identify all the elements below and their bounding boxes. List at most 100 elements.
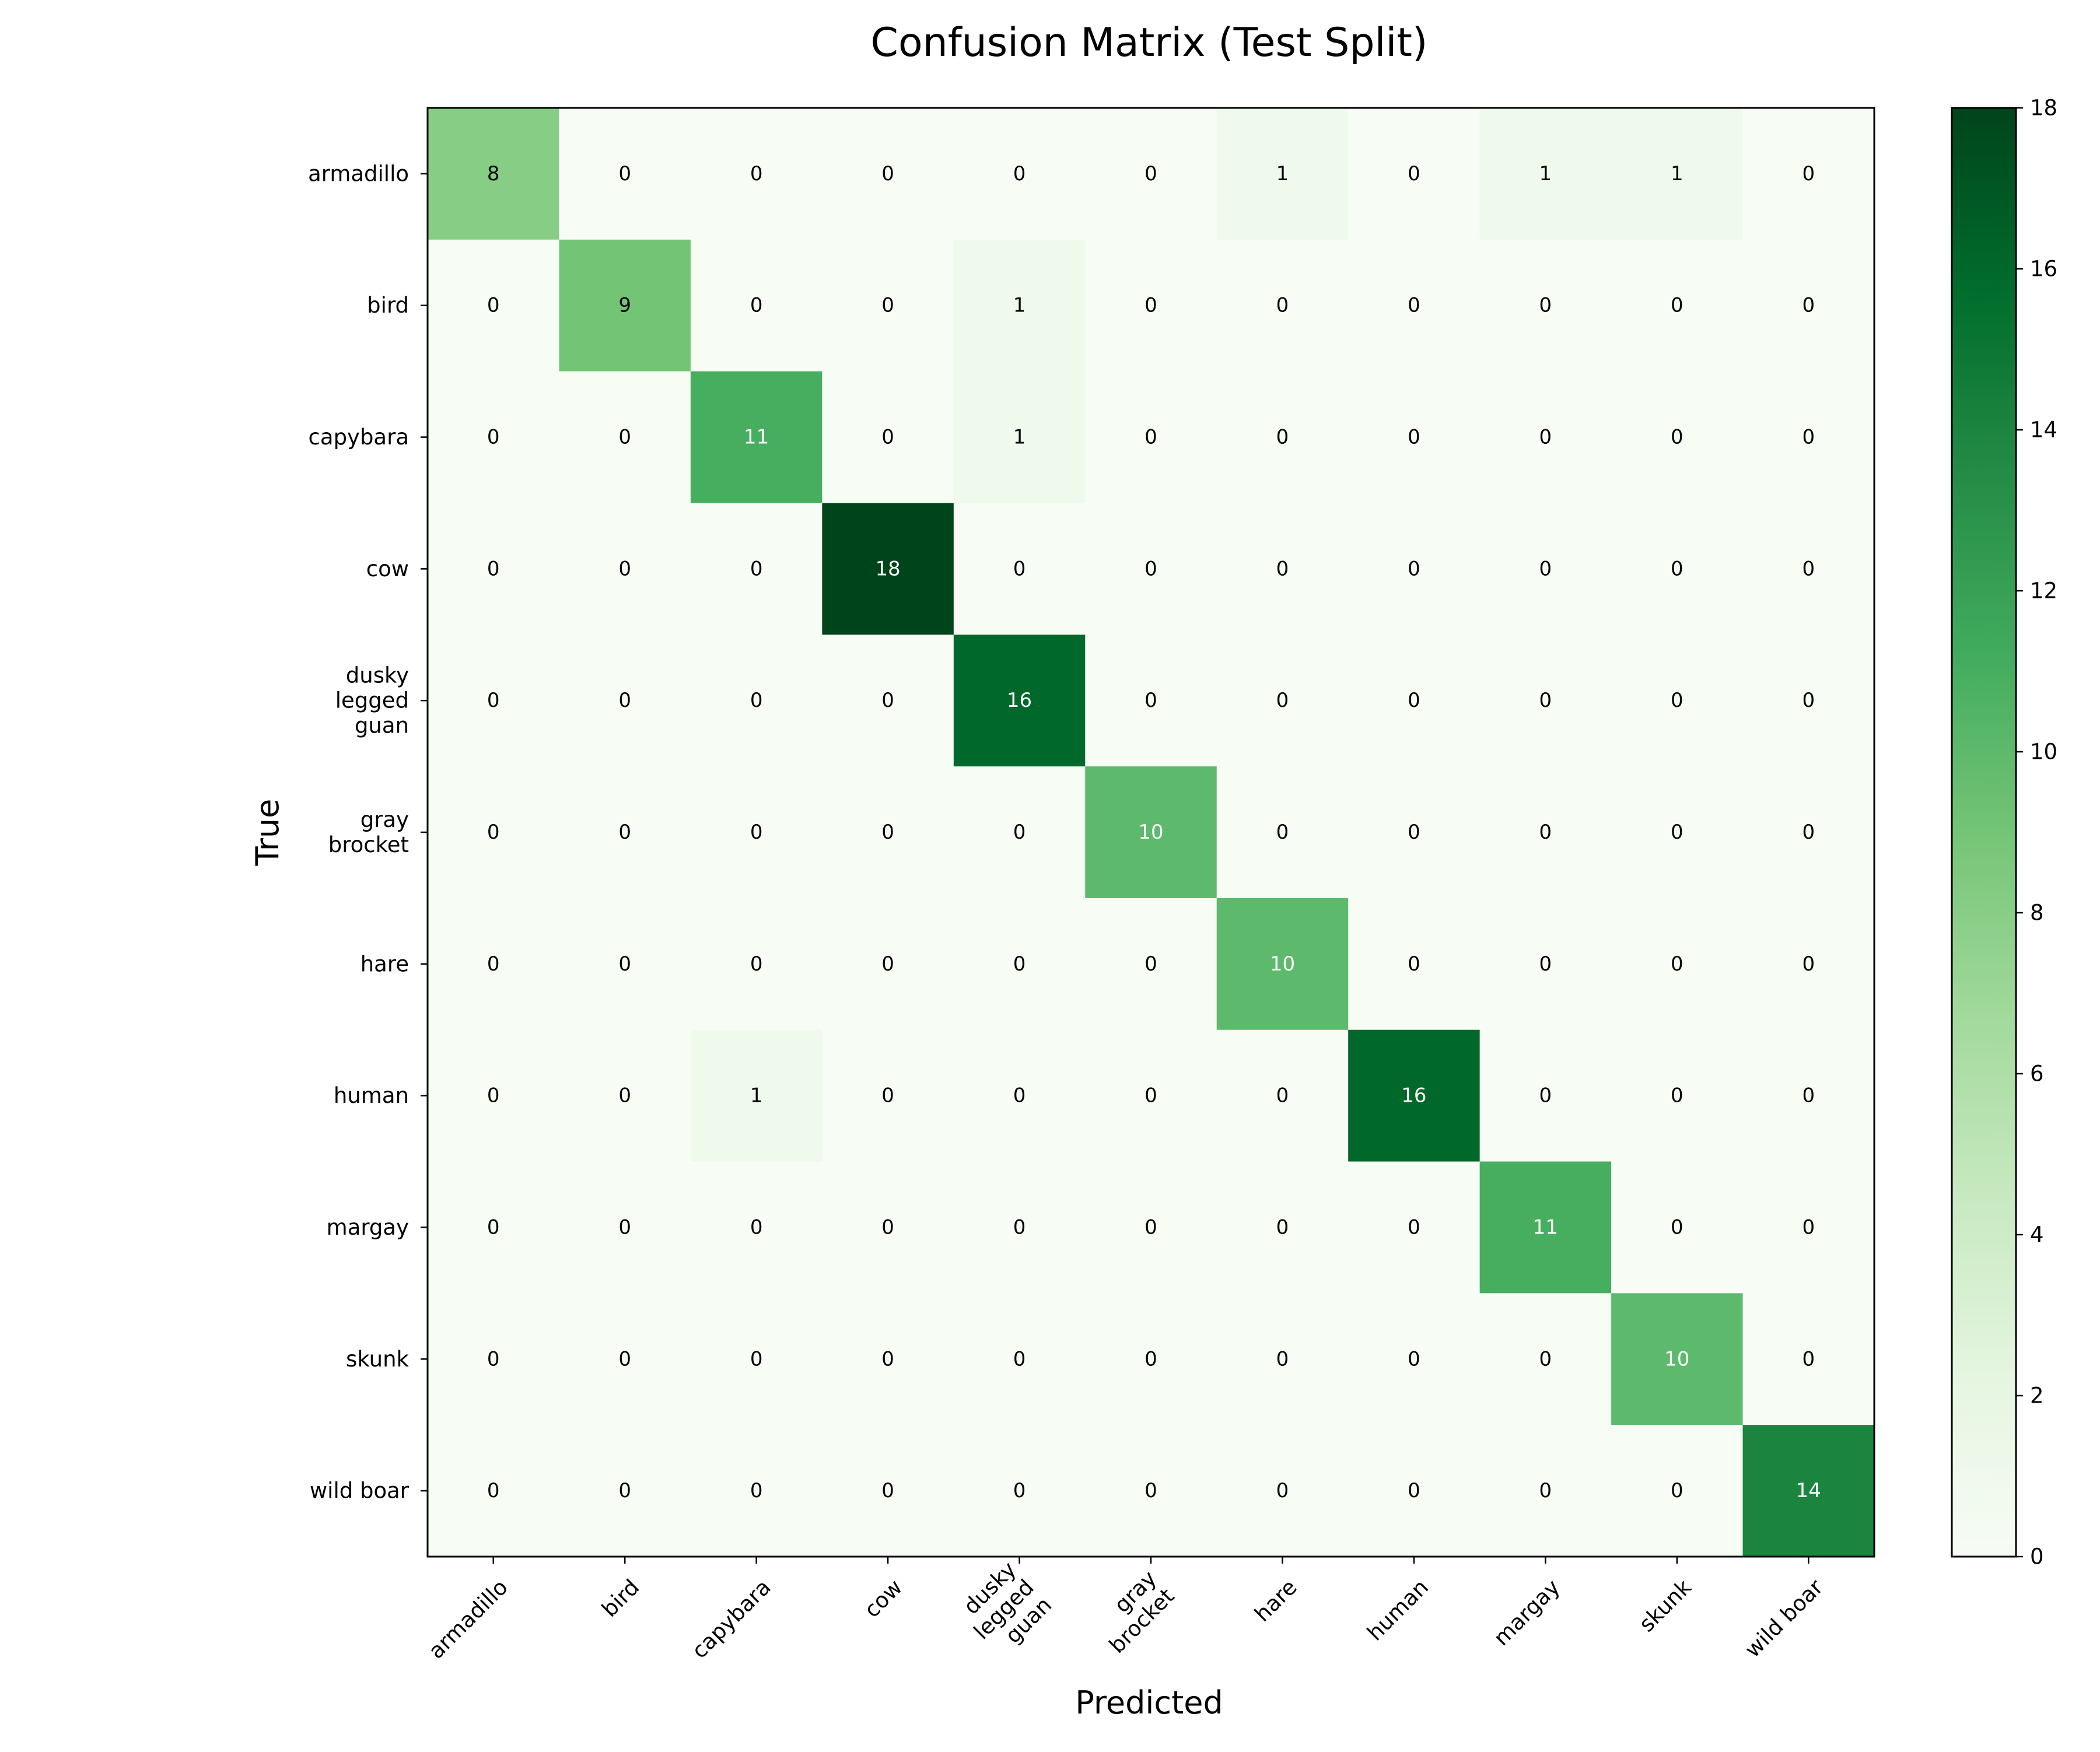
heatmap-cell-value: 0 bbox=[1802, 426, 1815, 449]
heatmap-cell bbox=[1348, 239, 1480, 372]
heatmap-cell bbox=[953, 1425, 1086, 1557]
y-tick-label: armadillo bbox=[308, 161, 409, 186]
heatmap-cell-value: 0 bbox=[1144, 1479, 1157, 1502]
heatmap-cell bbox=[1742, 239, 1875, 372]
colorbar-tick-label: 12 bbox=[2030, 579, 2057, 604]
colorbar-tick-label: 6 bbox=[2030, 1061, 2044, 1087]
heatmap-cell bbox=[1085, 635, 1217, 767]
heatmap-cell-value: 0 bbox=[1408, 426, 1420, 449]
heatmap-cell bbox=[822, 371, 954, 504]
heatmap-cell bbox=[1216, 371, 1349, 504]
heatmap-cell-value: 0 bbox=[1144, 952, 1157, 976]
heatmap-cell bbox=[690, 1161, 822, 1294]
heatmap-cell-value: 0 bbox=[1408, 162, 1420, 185]
heatmap-cell-value: 0 bbox=[1276, 1479, 1289, 1502]
heatmap-cell-value: 0 bbox=[1144, 1215, 1157, 1239]
heatmap-cell-value: 10 bbox=[1138, 821, 1163, 844]
y-tick-label: human bbox=[334, 1083, 409, 1108]
y-tick-label: gray brocket bbox=[328, 807, 409, 857]
heatmap-cell-value: 0 bbox=[618, 1479, 631, 1502]
heatmap-cell bbox=[559, 1425, 691, 1557]
heatmap-cell bbox=[822, 1161, 954, 1294]
heatmap-cell bbox=[428, 108, 560, 240]
heatmap-cell-value: 11 bbox=[1533, 1215, 1558, 1239]
heatmap-cell-value: 0 bbox=[750, 1479, 763, 1502]
y-tick-label: wild boar bbox=[310, 1478, 410, 1504]
heatmap-cell bbox=[1742, 1029, 1875, 1162]
heatmap-cell-value: 0 bbox=[1013, 1084, 1026, 1108]
heatmap-cell bbox=[1611, 239, 1744, 372]
heatmap-cell-value: 0 bbox=[1671, 1479, 1684, 1502]
y-tick-label: cow bbox=[366, 556, 409, 581]
heatmap-cell bbox=[1479, 635, 1612, 767]
heatmap-cell bbox=[690, 766, 822, 899]
heatmap-cell bbox=[1216, 239, 1349, 372]
heatmap-cell bbox=[1085, 1425, 1217, 1557]
heatmap-cell-value: 8 bbox=[487, 162, 500, 185]
heatmap-cell-value: 14 bbox=[1796, 1479, 1821, 1502]
heatmap-cell-value: 18 bbox=[875, 557, 900, 580]
heatmap-cell bbox=[690, 898, 822, 1031]
heatmap-cell-value: 0 bbox=[881, 294, 894, 317]
heatmap-cell bbox=[1479, 1425, 1612, 1557]
heatmap-cell-value: 0 bbox=[881, 1215, 894, 1239]
heatmap-cell-value: 16 bbox=[1401, 1084, 1426, 1108]
heatmap-cell bbox=[822, 1425, 954, 1557]
heatmap-cell bbox=[559, 503, 691, 635]
heatmap-cell-value: 0 bbox=[881, 162, 894, 185]
heatmap-cell-value: 0 bbox=[1539, 1084, 1552, 1108]
heatmap-cell-value: 0 bbox=[618, 689, 631, 712]
heatmap-cell-value: 1 bbox=[1539, 162, 1552, 185]
heatmap-cell bbox=[428, 1029, 560, 1162]
heatmap-cell bbox=[1348, 108, 1480, 240]
heatmap-cell-value: 0 bbox=[1408, 689, 1420, 712]
colorbar-tick-label: 14 bbox=[2030, 418, 2057, 443]
heatmap-cell bbox=[1479, 108, 1612, 240]
heatmap-cell-value: 1 bbox=[1013, 294, 1026, 317]
heatmap-cell-value: 0 bbox=[1671, 952, 1684, 976]
heatmap-cell-value: 0 bbox=[1276, 821, 1289, 844]
heatmap-cell bbox=[1216, 766, 1349, 899]
heatmap-cell-value: 0 bbox=[487, 821, 500, 844]
heatmap-cell-value: 0 bbox=[1539, 952, 1552, 976]
heatmap-cell bbox=[559, 1161, 691, 1294]
heatmap-cell bbox=[1348, 898, 1480, 1031]
heatmap-cell bbox=[690, 371, 822, 504]
heatmap-cell bbox=[1085, 371, 1217, 504]
heatmap-cell bbox=[1479, 898, 1612, 1031]
heatmap-cell bbox=[953, 635, 1086, 767]
heatmap-cell bbox=[1216, 503, 1349, 635]
heatmap-cell bbox=[1611, 1293, 1744, 1425]
y-tick-label: bird bbox=[367, 293, 409, 318]
heatmap-cell bbox=[1611, 898, 1744, 1031]
colorbar-tick-label: 8 bbox=[2030, 900, 2044, 926]
y-axis-label: True bbox=[249, 799, 286, 867]
colorbar-tick-label: 4 bbox=[2030, 1222, 2044, 1248]
heatmap-cell bbox=[1348, 1293, 1480, 1425]
heatmap-cell bbox=[1742, 371, 1875, 504]
heatmap-cell-value: 0 bbox=[618, 1347, 631, 1371]
heatmap-cell bbox=[690, 635, 822, 767]
heatmap-cells bbox=[428, 108, 1875, 1557]
heatmap-cell-value: 1 bbox=[1276, 162, 1289, 185]
heatmap-cell bbox=[1742, 635, 1875, 767]
heatmap-cell bbox=[1611, 1161, 1744, 1294]
heatmap-cell-value: 0 bbox=[750, 821, 763, 844]
heatmap-cell-value: 0 bbox=[881, 689, 894, 712]
chart-title: Confusion Matrix (Test Split) bbox=[871, 20, 1428, 66]
heatmap-cell-value: 0 bbox=[750, 1347, 763, 1371]
heatmap-cell-value: 0 bbox=[1144, 162, 1157, 185]
heatmap-cell-value: 1 bbox=[1013, 426, 1026, 449]
heatmap-cell-value: 0 bbox=[1144, 557, 1157, 580]
heatmap-cell-value: 10 bbox=[1664, 1347, 1689, 1371]
heatmap-cell bbox=[953, 371, 1086, 504]
heatmap-cell-value: 0 bbox=[1144, 1347, 1157, 1371]
heatmap-cell-value: 0 bbox=[618, 821, 631, 844]
heatmap-cell bbox=[428, 371, 560, 504]
heatmap-cell bbox=[822, 503, 954, 635]
heatmap-cell bbox=[1216, 635, 1349, 767]
heatmap-cell bbox=[1085, 1029, 1217, 1162]
colorbar-tick-label: 18 bbox=[2030, 96, 2057, 121]
heatmap-cell bbox=[559, 635, 691, 767]
